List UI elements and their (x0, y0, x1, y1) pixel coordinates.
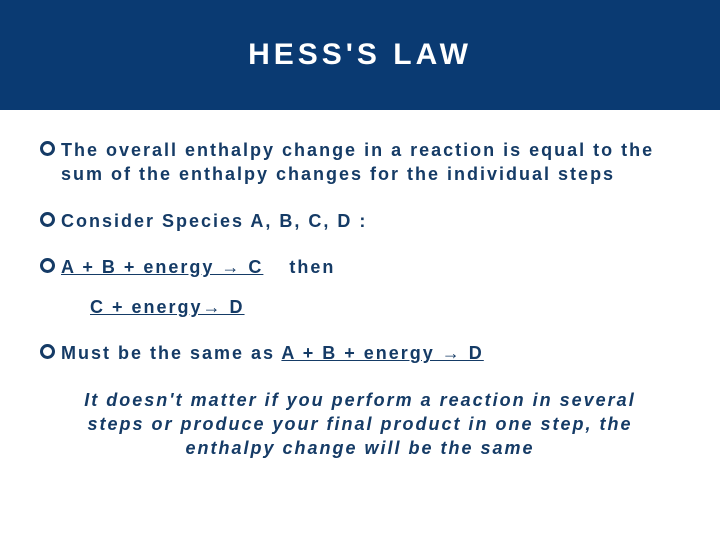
reaction-equation: A + B + energy → C (61, 255, 263, 279)
reaction-equation: C + energy→ D (90, 295, 245, 319)
bullet-icon (40, 344, 55, 359)
bullet-text: A + B + energy → C then (61, 255, 335, 279)
bullet-text: The overall enthalpy change in a reactio… (61, 138, 680, 187)
bullet-icon (40, 212, 55, 227)
bullet-item: Must be the same as A + B + energy → D (40, 341, 680, 365)
reaction-equation: A + B + energy → D (281, 343, 483, 363)
bullet-icon (40, 258, 55, 273)
slide-content: The overall enthalpy change in a reactio… (0, 110, 720, 461)
then-label: then (289, 255, 335, 279)
bullet-prefix: Must be the same as (61, 343, 281, 363)
slide: HESS'S LAW The overall enthalpy change i… (0, 0, 720, 540)
bullet-item: A + B + energy → C then (40, 255, 680, 279)
bullet-text: Must be the same as A + B + energy → D (61, 341, 484, 365)
slide-title: HESS'S LAW (248, 38, 472, 72)
bullet-item: The overall enthalpy change in a reactio… (40, 138, 680, 187)
bullet-icon (40, 141, 55, 156)
summary-text: It doesn't matter if you perform a react… (40, 388, 680, 461)
bullet-text: C + energy→ D (90, 295, 245, 319)
bullet-item: Consider Species A, B, C, D : (40, 209, 680, 233)
bullet-text: Consider Species A, B, C, D : (61, 209, 367, 233)
title-bar: HESS'S LAW (0, 0, 720, 110)
bullet-sub-item: C + energy→ D (90, 295, 680, 319)
